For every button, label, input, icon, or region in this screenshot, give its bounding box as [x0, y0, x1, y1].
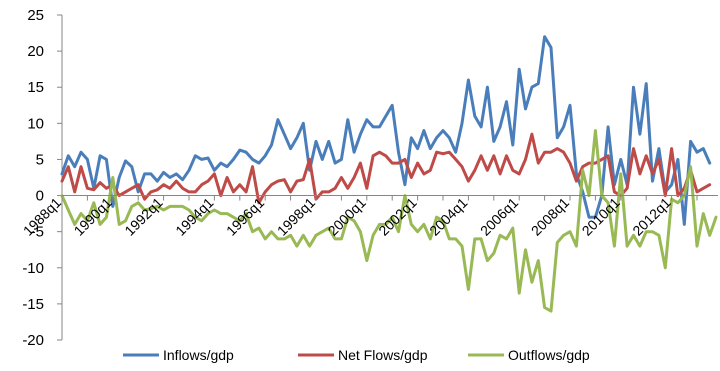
y-tick-label: 5	[36, 151, 44, 168]
series-line-net-flows-gdp	[60, 132, 712, 205]
y-tick-label: -15	[22, 296, 44, 313]
y-tick-label: -10	[22, 260, 44, 277]
y-tick-label: 20	[27, 43, 44, 60]
y-tick-label: 10	[27, 115, 44, 132]
y-tick-label: 0	[36, 188, 44, 205]
series-layer	[60, 35, 718, 313]
y-tick-labels: -20 -15 -10 -5 0 5 10 15 20 25	[22, 7, 44, 349]
x-tick-label: 1998q1	[274, 194, 318, 238]
y-tick-label: -5	[31, 224, 44, 241]
y-tick-label: 15	[27, 79, 44, 96]
legend: Inflows/gdp Net Flows/gdp Outflows/gdp	[123, 347, 590, 363]
legend-label: Inflows/gdp	[163, 347, 234, 363]
x-tick-label: 2000q1	[325, 194, 369, 238]
y-tick-label: 25	[27, 7, 44, 24]
x-axis	[61, 195, 718, 201]
x-tick-label: 1994q1	[172, 194, 216, 238]
y-tick-label: -20	[22, 332, 44, 349]
y-axis	[57, 14, 63, 341]
x-tick-label: 1990q1	[71, 194, 115, 238]
x-tick-label: 2008q1	[528, 194, 572, 238]
legend-label: Outflows/gdp	[508, 347, 590, 363]
series-line-outflows-gdp	[60, 129, 718, 313]
x-tick-label: 2006q1	[477, 194, 521, 238]
legend-label: Net Flows/gdp	[338, 347, 428, 363]
